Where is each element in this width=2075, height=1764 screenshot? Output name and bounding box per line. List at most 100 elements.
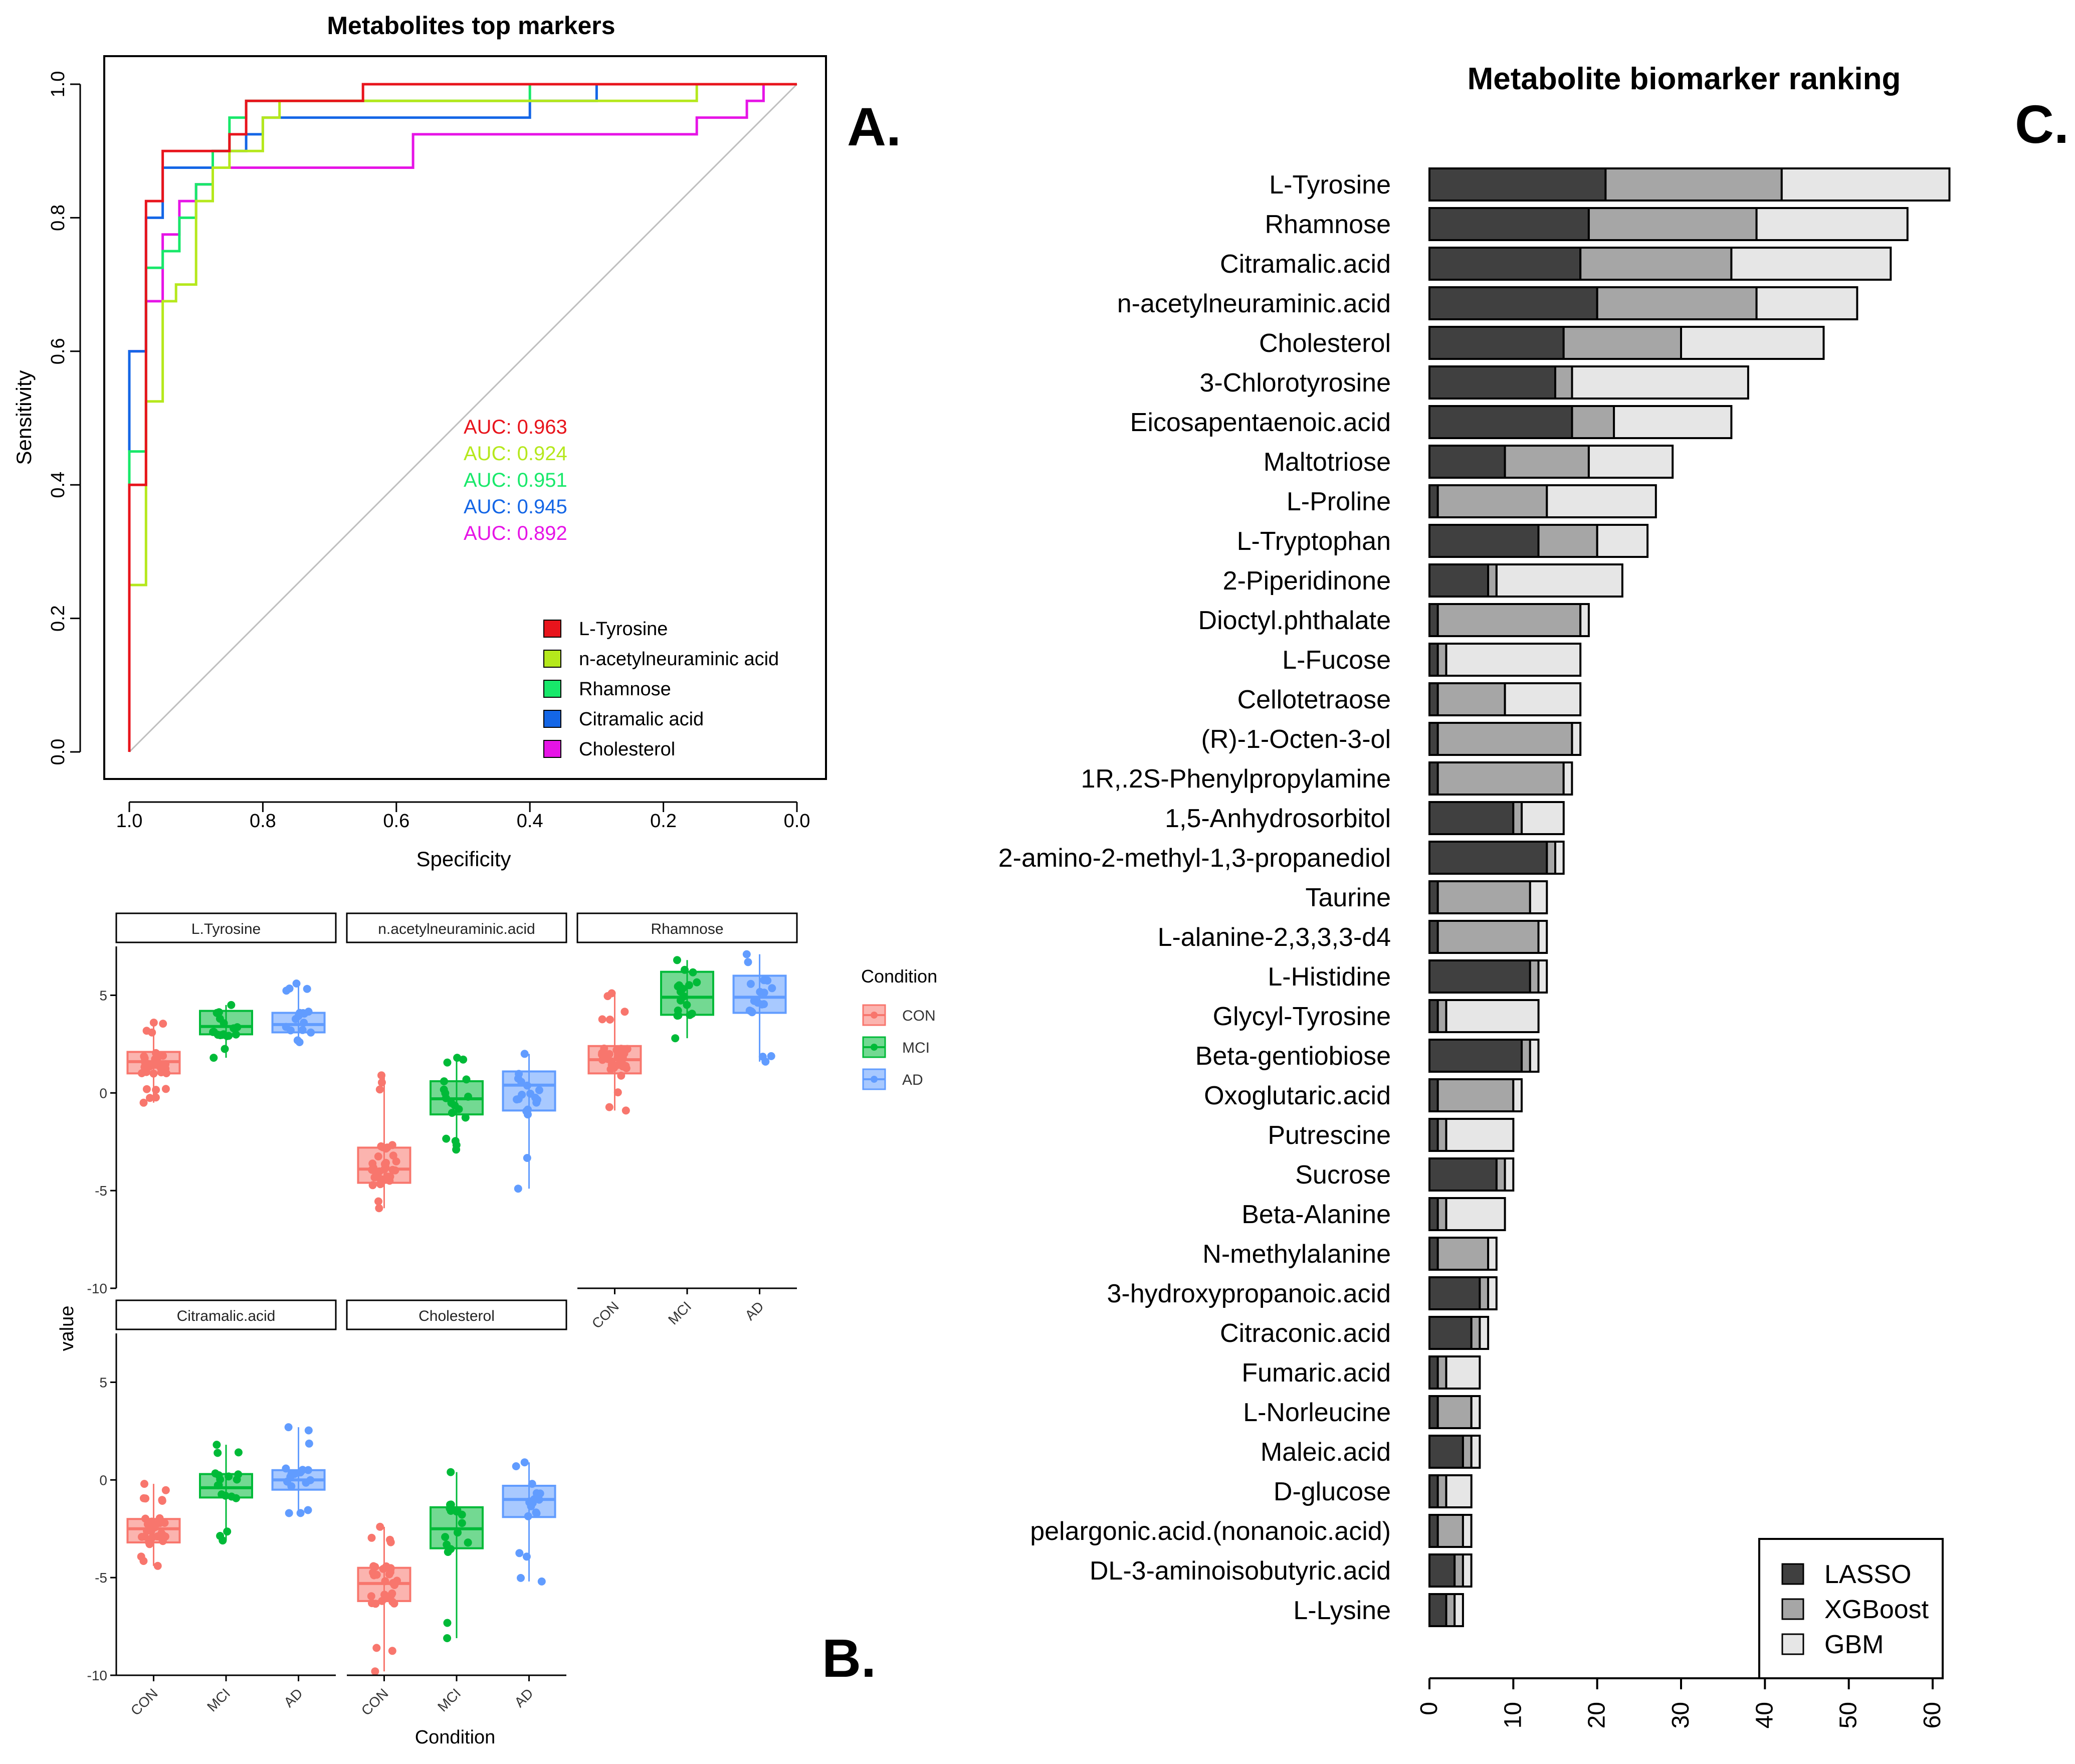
- ranking-bar-segment-xgboost: [1470, 1316, 1481, 1350]
- box-point: [532, 1489, 541, 1497]
- box-point: [210, 1054, 218, 1062]
- box-point: [139, 1494, 148, 1502]
- ranking-bar-segment-lasso: [1428, 1276, 1481, 1310]
- facet-strip: [115, 912, 337, 943]
- roc-auc-label: AUC: 0.951: [464, 469, 567, 491]
- box-point: [605, 1103, 613, 1111]
- box-point: [528, 1480, 536, 1488]
- ranking-label: 1R,.2S-Phenylpropylamine: [1081, 764, 1391, 794]
- box-point: [514, 1185, 522, 1193]
- roc-chance-line: [128, 83, 798, 753]
- ranking-bar-segment-gbm: [1587, 445, 1674, 479]
- box-point: [225, 1032, 233, 1040]
- ranking-bar-segment-gbm: [1780, 167, 1951, 202]
- box-point: [371, 1600, 380, 1608]
- box-point: [388, 1141, 396, 1149]
- roc-legend-swatch: [543, 740, 561, 758]
- box-point: [683, 1001, 691, 1009]
- box-point: [440, 1085, 448, 1094]
- box-point: [139, 1098, 148, 1107]
- box-point: [443, 1058, 452, 1067]
- facet-x-tick-label: AD: [742, 1298, 766, 1323]
- facet-strip: [115, 1299, 337, 1330]
- ranking-legend-label: XGBoost: [1824, 1595, 1929, 1624]
- box-point: [376, 1180, 384, 1189]
- box-point: [676, 988, 685, 996]
- box-point: [376, 1522, 384, 1531]
- box-point: [760, 976, 768, 985]
- box-point: [524, 1110, 532, 1119]
- ranking-bar-segment-lasso: [1428, 1514, 1439, 1548]
- roc-y-tick-label: 0.0: [48, 739, 69, 765]
- box-point: [526, 1089, 535, 1098]
- facet-strip-label: Citramalic.acid: [177, 1308, 276, 1324]
- roc-legend-swatch: [543, 680, 561, 698]
- panel-label-b: B.: [822, 1628, 876, 1688]
- roc-y-tick-label: 0.4: [48, 472, 69, 498]
- roc-x-tick-label: 0.4: [517, 811, 543, 832]
- ranking-bar-segment-xgboost: [1554, 365, 1573, 400]
- ranking-bar-segment-xgboost: [1479, 1276, 1490, 1310]
- ranking-legend-swatch: [1781, 1598, 1804, 1620]
- ranking-label: L-Fucose: [1282, 646, 1391, 675]
- roc-legend-swatch: [543, 620, 561, 638]
- roc-y-label: Sensitivity: [12, 370, 36, 465]
- ranking-label: L-Tryptophan: [1237, 527, 1391, 556]
- ranking-bar-segment-lasso: [1428, 247, 1582, 281]
- box-point: [143, 1527, 151, 1535]
- box-point: [517, 1574, 525, 1582]
- ranking-label: L-Histidine: [1268, 962, 1391, 992]
- box-point: [613, 1088, 622, 1097]
- ranking-label: 2-Piperidinone: [1223, 566, 1391, 596]
- ranking-bar-segment-gbm: [1445, 1355, 1481, 1390]
- box-point: [158, 1497, 166, 1505]
- ranking-bar-segment-gbm: [1487, 1237, 1498, 1271]
- box-point: [151, 1055, 159, 1063]
- ranking-bar-segment-gbm: [1537, 920, 1548, 954]
- ranking-bar-segment-lasso: [1428, 1078, 1439, 1112]
- box-point: [370, 1571, 378, 1580]
- box-point: [685, 981, 693, 990]
- facet-x-tick-label: CON: [358, 1685, 391, 1718]
- box-point: [154, 1061, 163, 1070]
- box-point: [459, 1055, 468, 1064]
- ranking-bar-segment-gbm: [1571, 722, 1582, 756]
- box-point: [448, 1109, 456, 1117]
- ranking-label: Citramalic.acid: [1220, 250, 1391, 279]
- facet-strip: [346, 1299, 567, 1330]
- ranking-bar-segment-gbm: [1445, 1118, 1515, 1152]
- roc-y-tick-label: 0.2: [48, 605, 69, 632]
- box-point: [304, 1426, 313, 1435]
- ranking-x-tick-label: 60: [1919, 1702, 1946, 1728]
- box-point: [464, 1538, 472, 1547]
- box-point: [151, 1093, 160, 1102]
- box-point: [234, 1470, 243, 1479]
- facet-x-tick-label: CON: [589, 1298, 622, 1331]
- ranking-bar-segment-gbm: [1470, 1395, 1481, 1429]
- ranking-bar-segment-lasso: [1428, 722, 1439, 756]
- ranking-bar-segment-lasso: [1428, 1157, 1498, 1192]
- ranking-bar-segment-gbm: [1554, 841, 1565, 875]
- ranking-label: Taurine: [1305, 883, 1391, 912]
- box-point: [443, 1540, 451, 1549]
- facet-strip-label: Rhamnose: [651, 921, 723, 937]
- facet-y-tick-label: 0: [99, 1472, 107, 1488]
- roc-legend-label: Rhamnose: [579, 679, 671, 700]
- box-legend-key-point: [871, 1076, 878, 1083]
- facet-y-tick-label: 5: [99, 1375, 107, 1390]
- roc-legend-label: n-acetylneuraminic acid: [579, 649, 779, 670]
- box-point: [285, 1509, 293, 1517]
- box-point: [515, 1549, 524, 1557]
- box-point: [441, 1533, 450, 1541]
- ranking-bar-segment-xgboost: [1587, 207, 1758, 241]
- roc-axes: 1.0 0.8 0.6 0.4 0.2 0.0 0.0 0.2 0.4 0.6 0.8 1.0: [48, 71, 810, 832]
- box-point: [150, 1521, 159, 1530]
- box-point: [149, 1069, 158, 1078]
- box-point: [368, 1159, 377, 1168]
- box-point: [371, 1562, 379, 1571]
- box-point: [520, 1458, 529, 1467]
- ranking-legend: LASSO XGBoost GBM: [1758, 1538, 1944, 1679]
- roc-x-tick-label: 1.0: [116, 811, 143, 832]
- box-point: [446, 1500, 454, 1509]
